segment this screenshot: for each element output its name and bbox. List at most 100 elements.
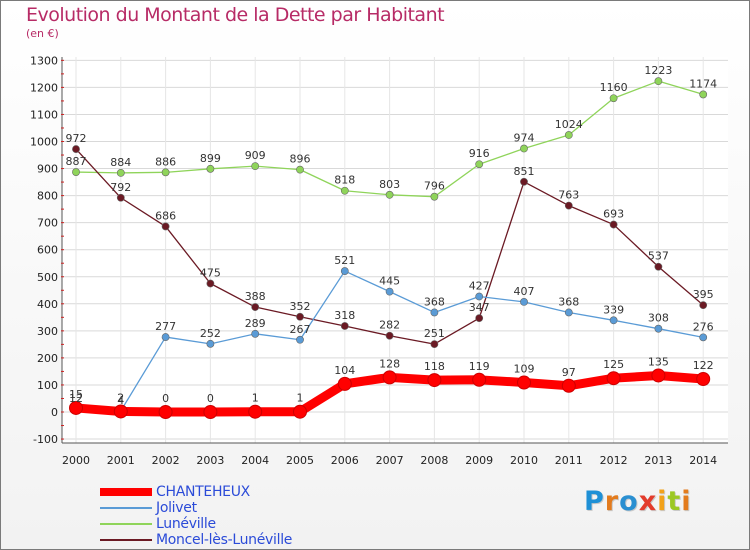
y-tick-label: 400: [37, 298, 58, 311]
y-tick-label: 300: [37, 325, 58, 338]
data-label: 282: [379, 319, 400, 332]
data-point: [475, 292, 484, 301]
data-label: 851: [514, 165, 535, 178]
data-point: [430, 192, 439, 201]
data-point: [472, 372, 487, 387]
data-point: [609, 316, 618, 325]
data-label: 119: [469, 360, 490, 373]
data-label: 97: [562, 366, 576, 379]
data-point: [564, 131, 573, 139]
data-label: 2: [117, 391, 124, 404]
data-label: 0: [162, 392, 169, 405]
data-label: 445: [379, 275, 400, 288]
logo-letter: i: [657, 486, 668, 517]
data-point: [475, 160, 484, 169]
data-point: [430, 308, 439, 317]
data-label: 1: [252, 392, 259, 405]
data-point: [340, 322, 349, 330]
logo-letter: o: [619, 486, 639, 517]
data-point: [699, 301, 708, 310]
data-label: 252: [200, 327, 221, 340]
legend-label: Moncel-lès-Lunéville: [156, 532, 293, 548]
data-point: [72, 168, 80, 176]
data-point: [340, 186, 349, 195]
legend-swatch: [100, 539, 152, 541]
data-label: 118: [424, 360, 445, 373]
data-label: 1160: [600, 81, 628, 94]
data-label: 537: [648, 250, 669, 263]
data-point: [609, 220, 618, 229]
x-tick-label: 2006: [331, 454, 359, 467]
legend-swatch: [100, 523, 152, 525]
data-label: 1024: [555, 118, 583, 131]
data-label: 972: [66, 132, 87, 145]
data-point: [609, 94, 618, 103]
data-point: [206, 339, 215, 348]
x-tick-label: 2008: [420, 454, 448, 467]
data-point: [293, 404, 307, 419]
data-label: 388: [245, 290, 266, 303]
data-label: 899: [200, 152, 221, 165]
data-point: [161, 333, 170, 341]
x-tick-label: 2004: [241, 454, 269, 467]
data-point: [248, 404, 263, 419]
data-label: 104: [334, 364, 355, 377]
data-point: [520, 144, 528, 153]
x-tick-label: 2005: [286, 454, 314, 467]
x-tick-label: 2009: [465, 454, 493, 467]
data-label: 803: [379, 178, 400, 191]
data-label: 347: [469, 301, 490, 314]
logo-letter: r: [604, 486, 620, 517]
y-tick-label: 700: [37, 217, 58, 230]
data-point: [161, 168, 170, 177]
y-tick-label: -100: [33, 433, 58, 446]
y-tick-label: 500: [37, 271, 58, 284]
data-point: [517, 375, 531, 390]
y-tick-label: 200: [37, 352, 58, 365]
y-tick-label: 800: [37, 190, 58, 203]
data-point: [251, 162, 260, 171]
y-tick-label: 1300: [30, 54, 58, 67]
legend-label: Jolivet: [156, 500, 197, 516]
data-point: [382, 370, 397, 385]
legend-swatch: [100, 488, 152, 496]
data-label: 109: [514, 363, 535, 376]
logo-letter: t: [667, 486, 682, 517]
data-label: 267: [290, 323, 311, 336]
data-label: 884: [110, 156, 131, 169]
data-point: [520, 298, 528, 306]
y-tick-label: 1000: [30, 136, 58, 149]
legend-label: CHANTEHEUX: [156, 484, 250, 500]
data-label: 15: [69, 388, 83, 401]
data-label: 368: [558, 295, 579, 308]
data-point: [561, 378, 576, 393]
data-point: [340, 267, 349, 275]
x-tick-label: 2007: [376, 454, 404, 467]
logo-letter: i: [681, 486, 692, 517]
data-label: 251: [424, 327, 445, 340]
x-tick-label: 2012: [600, 454, 628, 467]
x-tick-label: 2014: [689, 454, 717, 467]
data-label: 128: [379, 357, 400, 370]
x-tick-label: 2011: [555, 454, 583, 467]
x-tick-label: 2010: [510, 454, 538, 467]
data-point: [161, 222, 170, 231]
data-label: 339: [603, 303, 624, 316]
data-point: [475, 314, 484, 323]
data-point: [654, 77, 663, 86]
data-point: [296, 335, 304, 344]
logo-letter: x: [638, 486, 658, 517]
legend-swatch: [100, 507, 152, 509]
data-label: 475: [200, 267, 221, 280]
x-tick-label: 2002: [152, 454, 180, 467]
data-point: [430, 340, 439, 349]
data-label: 0: [207, 392, 214, 405]
data-point: [651, 368, 666, 383]
data-point: [116, 193, 125, 202]
x-tick-label: 2013: [644, 454, 672, 467]
data-point: [564, 201, 573, 210]
data-point: [564, 308, 573, 317]
data-point: [69, 400, 83, 415]
data-label: 818: [334, 174, 355, 187]
